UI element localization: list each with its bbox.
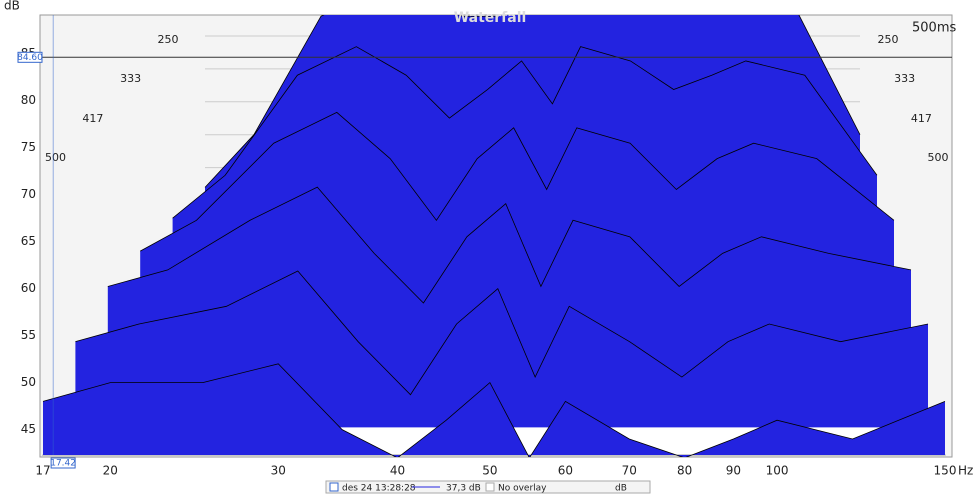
slice-line bbox=[75, 270, 929, 396]
slice-line bbox=[140, 111, 895, 252]
cursor-label: 17.42 bbox=[50, 459, 76, 469]
x-tick-label: 100 bbox=[766, 464, 789, 478]
y-tick-label: 80 bbox=[21, 93, 36, 107]
time-tick-label: 333 bbox=[894, 72, 915, 85]
time-tick-label: 500 bbox=[45, 151, 66, 164]
checkbox[interactable] bbox=[329, 482, 339, 492]
legend-overlay: No overlay bbox=[498, 484, 547, 494]
x-tick-label: 70 bbox=[622, 464, 637, 478]
x-tick-label: 17 bbox=[35, 464, 50, 478]
chart-title: Waterfall bbox=[454, 10, 527, 26]
time-tick-label: 417 bbox=[82, 112, 103, 125]
x-tick-label: 50 bbox=[482, 464, 497, 478]
x-tick-label: 60 bbox=[558, 464, 573, 478]
y-tick-label: 70 bbox=[21, 187, 36, 201]
time-tick-label: 333 bbox=[120, 72, 141, 85]
x-tick-label: 30 bbox=[271, 464, 286, 478]
legend: des 24 13:28:28 37,3 dB No overlay dB bbox=[325, 480, 651, 494]
y-tick-label: 50 bbox=[21, 375, 36, 389]
time-tick-label: 417 bbox=[911, 112, 932, 125]
x-tick-label: 90 bbox=[726, 464, 741, 478]
slice-area bbox=[43, 363, 945, 457]
slice-line bbox=[42, 363, 946, 457]
cursor-label: 84.60 bbox=[17, 53, 43, 63]
y-tick-label: 65 bbox=[21, 234, 36, 248]
x-axis-label: Hz bbox=[958, 464, 973, 478]
time-tick-label: 250 bbox=[878, 33, 899, 46]
slice-line bbox=[107, 186, 912, 304]
x-tick-label: 40 bbox=[390, 464, 405, 478]
x-tick-label: 20 bbox=[103, 464, 118, 478]
y-tick-label: 55 bbox=[21, 328, 36, 342]
x-tick-label: 80 bbox=[677, 464, 692, 478]
cursor-box bbox=[17, 51, 43, 63]
legend-unit: dB bbox=[615, 484, 627, 494]
y-tick-label: 75 bbox=[21, 140, 36, 154]
legend-level: 37,3 dB bbox=[446, 484, 481, 494]
legend-measurement: des 24 13:28:28 bbox=[342, 484, 416, 494]
time-label: 500ms bbox=[912, 21, 956, 36]
y-axis-label: dB bbox=[4, 0, 20, 13]
y-tick-label: 45 bbox=[21, 422, 36, 436]
y-tick-label: 60 bbox=[21, 281, 36, 295]
time-tick-label: 250 bbox=[158, 33, 179, 46]
cursor-box bbox=[50, 457, 76, 469]
slice-line bbox=[172, 46, 878, 219]
x-tick-label: 150 bbox=[934, 464, 957, 478]
checkbox[interactable] bbox=[485, 482, 495, 492]
time-tick-label: 500 bbox=[928, 151, 949, 164]
waterfall bbox=[41, 15, 946, 457]
